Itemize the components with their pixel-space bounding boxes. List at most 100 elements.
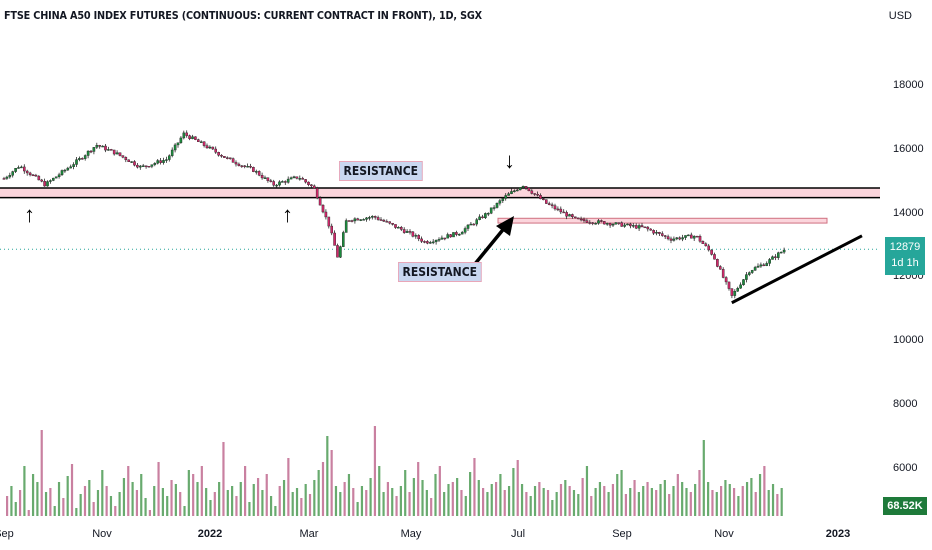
candle <box>350 220 354 222</box>
x-tick-label: 2023 <box>825 528 851 540</box>
volume-bar <box>356 502 359 516</box>
volume-bar <box>646 482 649 516</box>
currency-label: USD <box>888 10 912 22</box>
volume-bar <box>239 482 242 516</box>
candle <box>771 256 774 260</box>
candle <box>742 279 745 286</box>
candle <box>104 145 107 151</box>
candle <box>78 158 81 160</box>
volume-bar <box>235 496 238 516</box>
candle <box>196 139 200 142</box>
volume-bar <box>724 480 727 516</box>
candle <box>173 144 177 151</box>
candle <box>510 191 513 194</box>
volume-bar <box>313 480 316 516</box>
volume-bar <box>304 484 307 516</box>
candle <box>701 241 705 244</box>
volume-bar <box>780 488 783 516</box>
volume-bar <box>546 490 550 516</box>
candle <box>542 198 545 201</box>
candle <box>379 219 383 221</box>
volume-bar <box>637 492 640 516</box>
candle <box>431 241 435 244</box>
candle <box>327 216 331 227</box>
volume-bar <box>265 474 268 516</box>
candle <box>414 235 418 237</box>
candle <box>663 235 667 237</box>
candle <box>632 225 635 227</box>
volume-bar <box>23 466 26 516</box>
volume-bar <box>663 480 666 516</box>
volume-bar <box>295 488 299 516</box>
volume-bar <box>707 482 710 516</box>
volume-bar <box>222 442 225 516</box>
candle <box>434 239 438 243</box>
volume-bar <box>529 496 532 516</box>
candle <box>507 193 510 196</box>
volume-bar <box>642 486 645 516</box>
candle <box>310 184 313 187</box>
candle <box>724 277 728 283</box>
volume-bar <box>758 474 762 516</box>
candle <box>281 181 284 183</box>
volume-bar <box>213 492 216 516</box>
candle <box>640 225 644 228</box>
volume-bar <box>153 486 156 516</box>
volume-bar <box>438 466 441 516</box>
candle <box>774 256 777 258</box>
volume-bar <box>226 490 229 516</box>
candle <box>141 165 145 167</box>
volume-bar <box>754 492 757 516</box>
x-tick-label: Nov <box>714 528 734 540</box>
volume-bar <box>44 492 48 516</box>
volume-bar <box>581 478 584 516</box>
x-tick-label: Nov <box>92 528 112 540</box>
volume-bar <box>122 478 126 516</box>
candle <box>487 212 490 215</box>
volume-bar <box>745 482 749 516</box>
candle <box>371 216 374 218</box>
volume-bar <box>135 490 139 516</box>
candle <box>46 181 49 187</box>
candle <box>376 217 380 220</box>
candle <box>191 136 194 139</box>
candle <box>759 264 763 267</box>
candle <box>156 160 160 164</box>
candle <box>185 132 189 136</box>
candle <box>594 223 597 225</box>
candle <box>545 199 548 204</box>
candle <box>478 216 481 220</box>
candle <box>69 166 72 169</box>
volume-bar <box>694 484 697 516</box>
candle <box>182 132 186 139</box>
volume-bar <box>715 492 718 516</box>
candle <box>469 223 473 226</box>
x-tick-label: Sep <box>0 528 14 540</box>
candle <box>347 220 351 222</box>
candle <box>359 219 363 221</box>
volume-bar <box>486 492 489 516</box>
candle <box>661 233 664 236</box>
candle <box>170 149 174 156</box>
volume-bar <box>334 486 338 516</box>
x-tick-label: Mar <box>299 528 319 540</box>
volume-bar <box>53 506 56 516</box>
candle <box>275 184 278 187</box>
volume-bar <box>512 468 515 516</box>
candle <box>269 180 273 182</box>
volume-bar <box>209 500 212 516</box>
down-arrow-icon: ↓ <box>504 148 515 173</box>
candle <box>719 266 722 270</box>
candle <box>646 226 650 230</box>
candle <box>240 165 244 167</box>
candle <box>86 150 90 156</box>
volume-bar <box>490 484 493 516</box>
candle <box>254 171 258 173</box>
candle <box>466 224 470 229</box>
candle <box>318 197 322 206</box>
volume-bar <box>559 484 563 516</box>
volume-bar <box>92 502 95 516</box>
candle <box>669 238 673 241</box>
candle <box>405 231 409 233</box>
